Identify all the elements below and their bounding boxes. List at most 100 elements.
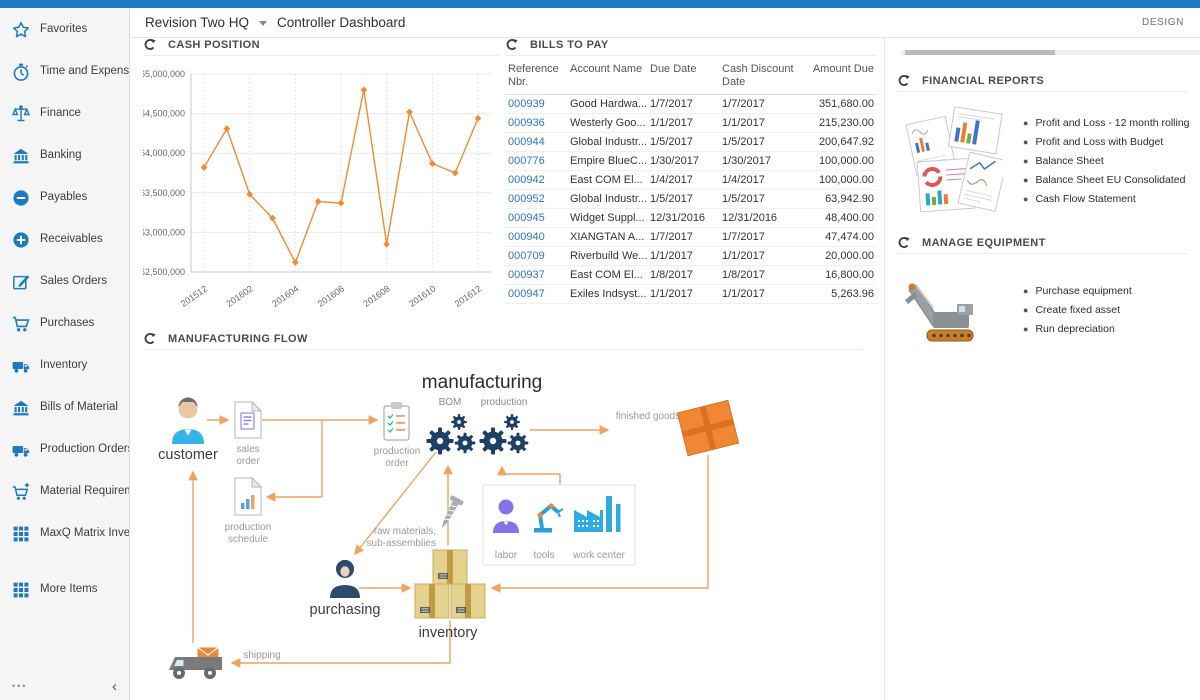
discount-date-cell: 1/7/2017 [722,98,765,110]
reference-link[interactable]: 000952 [508,193,545,205]
refresh-icon[interactable] [897,74,910,87]
bills-table-header: Reference Nbr. Account Name Due Date Cas… [505,60,877,95]
sidebar-item-banking[interactable]: Banking [0,134,129,176]
truck-icon [12,361,30,373]
reference-link[interactable]: 000940 [508,231,545,243]
report-link-balance-sheet-eu[interactable]: ● Balance Sheet EU Consolidated [1023,171,1190,190]
amount-cell: 63,942.90 [825,193,874,205]
refresh-icon[interactable] [143,38,156,51]
sidebar-item-more-items[interactable]: More Items [0,568,129,610]
svg-text:201512: 201512 [179,283,209,308]
sidebar-item-material-requirements[interactable]: Material Requirem... [0,470,129,512]
reference-link[interactable]: 000944 [508,136,545,148]
sidebar-item-sales-orders[interactable]: Sales Orders [0,260,129,302]
reference-link[interactable]: 000776 [508,155,545,167]
work-center-label: work center [572,550,625,561]
screw-icon [441,495,464,529]
widget-title: FINANCIAL REPORTS [922,74,1045,87]
equipment-link-fixed-asset[interactable]: ● Create fixed asset [1023,301,1132,320]
production-order-label: production [374,446,421,457]
svg-text:schedule: schedule [228,534,268,545]
sidebar-item-maxq-matrix-inventory[interactable]: MaxQ Matrix Invent... [0,512,129,554]
sidebar-item-production-orders[interactable]: Production Orders [0,428,129,470]
report-link-pl-budget[interactable]: ● Profit and Loss with Budget [1023,133,1190,152]
amount-cell: 200,647.92 [818,136,874,148]
equipment-link-depreciation[interactable]: ● Run depreciation [1023,320,1132,339]
cart-plus-icon [12,481,30,501]
collapse-sidebar-icon[interactable]: ‹ [112,677,117,695]
chevron-down-icon[interactable] [259,21,268,26]
refresh-icon[interactable] [143,332,156,345]
sidebar-item-receivables[interactable]: Receivables [0,218,129,260]
account-cell: XIANGTAN A... [570,231,645,243]
discount-date-cell: 1/1/2017 [722,288,765,300]
labor-label: labor [495,550,518,561]
reference-link[interactable]: 000942 [508,174,545,186]
reference-link[interactable]: 000939 [508,98,545,110]
reference-link[interactable]: 000945 [508,212,545,224]
table-row: 000942 East COM El... 1/4/2017 1/4/2017 100,… [505,171,877,190]
scrollbar-thumb[interactable] [905,50,1055,55]
column-header[interactable]: Due Date [650,63,697,75]
column-header[interactable]: Reference Nbr. [508,63,559,88]
bills-to-pay-widget: BILLS TO PAY Reference Nbr. Account Name… [505,34,877,304]
bills-table: Reference Nbr. Account Name Due Date Cas… [505,60,877,304]
account-cell: Widget Suppl... [570,212,645,224]
sidebar-item-finance[interactable]: Finance [0,92,129,134]
cash-position-chart: 62,500,000 63,000,000 63,500,000 64,000,000… [140,69,491,309]
due-date-cell: 1/5/2017 [650,193,693,205]
svg-text:order: order [236,456,260,467]
more-options-icon[interactable]: ••• [12,681,28,691]
reference-link[interactable]: 000709 [508,250,545,262]
equipment-link-purchase[interactable]: ● Purchase equipment [1023,282,1132,301]
company-selector[interactable]: Revision Two HQ [145,15,250,30]
report-link-cash-flow[interactable]: ● Cash Flow Statement [1023,190,1190,209]
amount-cell: 5,263.96 [831,288,874,300]
sidebar-item-time-and-expenses[interactable]: Time and Expenses [0,50,129,92]
bullet-icon: ● [1023,118,1029,128]
inventory-boxes-icon [414,549,486,619]
column-header[interactable]: Account Name [570,63,643,75]
column-header[interactable]: Amount Due [812,63,874,75]
sidebar-item-bills-of-material[interactable]: Bills of Material [0,386,129,428]
diagram-title: manufacturing [422,372,542,393]
reference-link[interactable]: 000936 [508,117,545,129]
financial-reports-links: ● Profit and Loss - 12 month rolling ● Pro… [1023,106,1190,218]
sidebar-item-favorites[interactable]: Favorites [0,8,129,50]
cart-icon [12,316,30,332]
report-link-pl-rolling[interactable]: ● Profit and Loss - 12 month rolling [1023,114,1190,133]
account-cell: Riverbuild We... [570,250,647,262]
amount-cell: 16,800.00 [825,269,874,281]
manufacturing-flow-diagram: manufacturing BOM production customer sa… [158,372,740,679]
due-date-cell: 1/7/2017 [650,231,693,243]
column-header[interactable]: Cash Discount Date [722,63,794,88]
production-schedule-label: production [225,522,272,533]
report-link-balance-sheet[interactable]: ● Balance Sheet [1023,152,1190,171]
bullet-icon: ● [1023,324,1029,334]
finished-goods-box-icon [676,399,740,457]
discount-date-cell: 1/5/2017 [722,136,765,148]
amount-cell: 215,230.00 [818,117,874,129]
refresh-icon[interactable] [505,38,518,51]
shipping-truck-icon [169,646,222,679]
bom-gears-icon [427,414,476,454]
discount-date-cell: 12/31/2016 [722,212,778,224]
widget-title: MANUFACTURING FLOW [168,332,308,345]
refresh-icon[interactable] [897,236,910,249]
customer-label: customer [158,447,218,463]
reference-link[interactable]: 000947 [508,288,545,300]
account-cell: Exiles Indsyst... [570,288,647,300]
table-row: 000944 Global Industr... 1/5/2017 1/5/2017 2… [505,133,877,152]
amount-cell: 351,680.00 [818,98,874,110]
sidebar-item-purchases[interactable]: Purchases [0,302,129,344]
bills-table-body: 000939 Good Hardwa... 1/7/2017 1/7/2017 351,… [505,95,877,304]
bank-icon [13,148,29,163]
reference-link[interactable]: 000937 [508,269,545,281]
widget-title: CASH POSITION [168,38,260,51]
sidebar-item-inventory[interactable]: Inventory [0,344,129,386]
manage-equipment-widget: MANAGE EQUIPMENT [897,232,1188,254]
design-button[interactable]: DESIGN [1142,17,1184,28]
horizontal-scrollbar[interactable] [901,50,1200,55]
sidebar-item-payables[interactable]: Payables [0,176,129,218]
bullet-icon: ● [1023,194,1029,204]
